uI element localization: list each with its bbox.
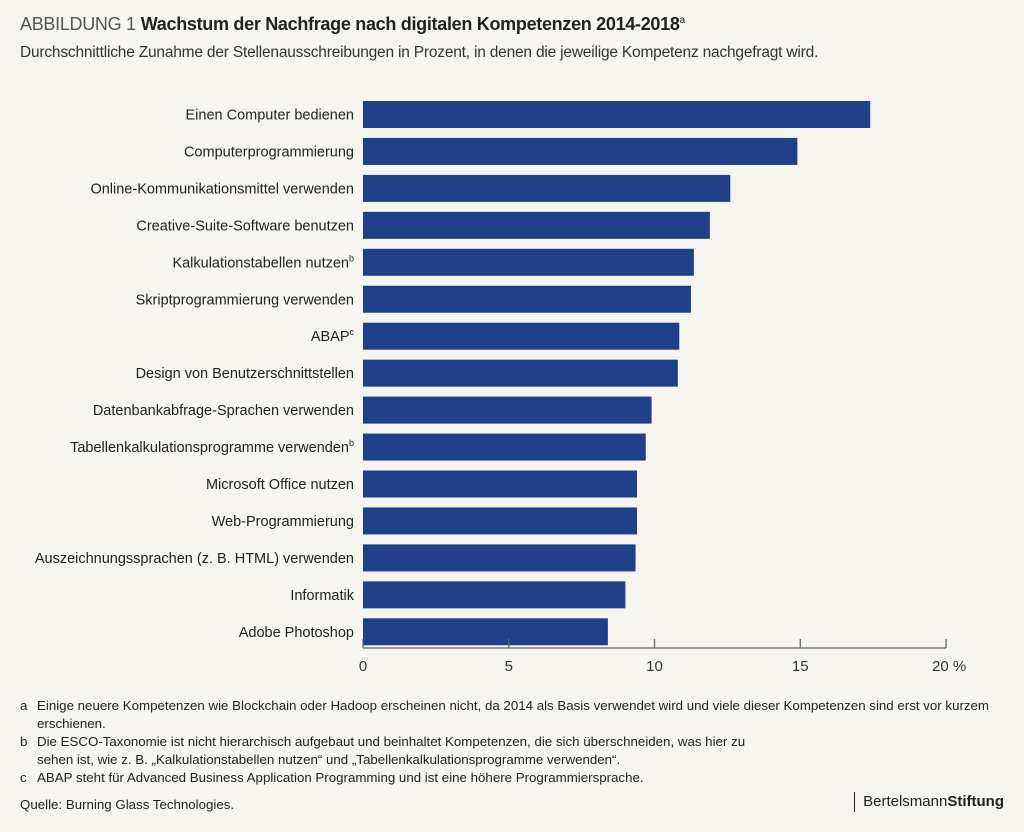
category-label: Design von Benutzerschnittstellen [136, 366, 354, 382]
x-tick-label: 15 [792, 658, 809, 675]
chart-subtitle: Durchschnittliche Zunahme der Stellenaus… [20, 44, 819, 61]
bar-chart: Einen Computer bedienen Computerprogrammi… [35, 101, 966, 675]
footnote-a: a Einige neuere Kompetenzen wie Blockchai… [20, 698, 990, 731]
category-label: Auszeichnungssprachen (z. B. HTML) verwe… [35, 551, 354, 567]
category-label: Creative-Suite-Software benutzen [136, 218, 354, 234]
bar [363, 396, 652, 424]
category-label: Kalkulationstabellen nutzenb [172, 253, 354, 271]
footnote-c: c ABAP steht für Advanced Business Applic… [20, 770, 644, 785]
bar [363, 433, 646, 461]
chart-title: Wachstum der Nachfrage nach digitalen Ko… [140, 14, 680, 34]
category-label: Adobe Photoshop [239, 625, 354, 641]
bar [363, 137, 798, 165]
footnote-b: b Die ESCO-Taxonomie ist nicht hierarchis… [20, 734, 746, 767]
category-label: Online-Kommunikationsmittel verwenden [90, 181, 354, 197]
category-label: Computerprogrammierung [184, 144, 354, 160]
bar [363, 211, 710, 239]
bar [363, 544, 636, 572]
category-label: Informatik [290, 588, 354, 604]
bar [363, 322, 680, 350]
x-tick-label: 5 [505, 658, 513, 675]
category-label: Tabellenkalkulationsprogramme verwendenb [70, 438, 354, 456]
footnotes: a Einige neuere Kompetenzen wie Blockchai… [20, 697, 1010, 787]
bar [363, 174, 731, 202]
category-label: Web-Programmierung [212, 514, 354, 530]
category-footnote-marker: b [349, 253, 354, 263]
x-tick-label: 20 % [932, 658, 966, 675]
category-label: Einen Computer bedienen [186, 108, 354, 124]
category-label: Microsoft Office nutzen [206, 477, 354, 493]
x-tick-label: 10 [646, 658, 663, 675]
source-note: Quelle: Burning Glass Technologies. [20, 797, 235, 812]
category-footnote-marker: c [350, 327, 355, 337]
bar [363, 248, 694, 276]
bar [363, 101, 871, 128]
bar [363, 470, 638, 498]
figure-label: ABBILDUNG 1 [20, 14, 136, 34]
category-label: ABAPc [311, 327, 355, 345]
bar [363, 507, 638, 535]
bar [363, 285, 691, 313]
bar [363, 359, 678, 387]
category-footnote-marker: b [349, 438, 354, 448]
x-tick-label: 0 [359, 658, 367, 675]
figure-title: ABBILDUNG 1 Wachstum der Nachfrage nach … [20, 14, 685, 35]
category-label: Datenbankabfrage-Sprachen verwenden [93, 403, 354, 419]
category-label: Skriptprogrammierung verwenden [136, 292, 354, 308]
brand-logo: BertelsmannStiftung [854, 792, 1004, 812]
title-footnote-marker: a [679, 15, 686, 26]
bar [363, 581, 626, 609]
bar [363, 618, 608, 646]
